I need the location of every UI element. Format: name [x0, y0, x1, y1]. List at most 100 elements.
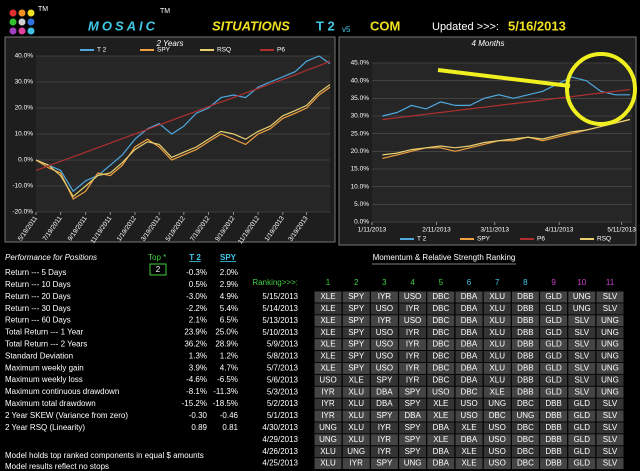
perf-label: Return --- 60 Days — [5, 316, 71, 325]
perf-value: 23.9% — [184, 328, 207, 337]
ticker: USO — [376, 340, 393, 349]
ticker: GLD — [574, 435, 591, 444]
ticker: DBC — [517, 459, 534, 468]
ticker: UNG — [601, 375, 619, 384]
ticker: GLD — [545, 340, 562, 349]
ticker: SLV — [603, 304, 618, 313]
series-line — [382, 76, 630, 117]
perf-label: Maximum weekly loss — [5, 375, 83, 384]
annotation — [437, 52, 637, 126]
ticker: XLE — [433, 399, 448, 408]
rank-number: 8 — [523, 278, 528, 287]
ticker-cell — [314, 386, 342, 398]
ticker: XLU — [320, 459, 336, 468]
ticker-cell — [596, 398, 624, 410]
ticker-cell — [511, 315, 539, 327]
ticker: SPY — [348, 304, 365, 313]
ticker-cell — [370, 386, 398, 398]
annotation-circle — [565, 52, 637, 126]
ticker-cell — [596, 315, 624, 327]
ticker-cell — [511, 458, 539, 470]
ticker-cell — [511, 351, 539, 362]
ticker: XLU — [348, 411, 364, 420]
perf-label: Return --- 10 Days — [5, 280, 71, 289]
ticker-cell — [511, 291, 539, 303]
ticker: SPY — [348, 352, 365, 361]
ticker: IYR — [321, 399, 335, 408]
ticker: SLV — [575, 387, 590, 396]
rank-number: 3 — [382, 278, 387, 287]
ticker: XLU — [489, 304, 505, 313]
ticker: UNG — [601, 387, 619, 396]
ticker-cell — [540, 291, 568, 303]
ticker: UNG — [404, 459, 422, 468]
ticker: XLU — [489, 375, 505, 384]
ticker-cell — [342, 386, 370, 398]
ticker: XLU — [348, 435, 364, 444]
perf-label: Standard Deviation — [5, 351, 73, 360]
ticker: XLU — [348, 387, 364, 396]
ticker: SPY — [348, 316, 365, 325]
ticker: IYR — [378, 316, 392, 325]
ranking-date: 5/3/2013 — [267, 387, 299, 396]
legend-label: RSQ — [217, 47, 231, 54]
ticker: DBA — [461, 304, 478, 313]
ticker: GLD — [545, 328, 562, 337]
ticker: DBB — [517, 292, 533, 301]
ticker-cell — [342, 339, 370, 351]
ticker-cell — [427, 291, 455, 303]
ticker-cell — [314, 374, 342, 386]
ticker-cell — [399, 291, 427, 303]
ticker-cell — [342, 458, 370, 470]
ticker-cell — [540, 351, 568, 362]
ticker-cell — [511, 327, 539, 339]
ticker: DBC — [432, 375, 449, 384]
ticker: DBC — [432, 340, 449, 349]
ticker: DBA — [376, 399, 393, 408]
ticker: UNG — [601, 316, 619, 325]
ticker-cell — [399, 351, 427, 362]
ticker-cell — [540, 458, 568, 470]
ticker: UNG — [573, 292, 591, 301]
ticker-cell — [370, 351, 398, 362]
ticker-cell — [455, 291, 483, 303]
ticker-cell — [399, 422, 427, 434]
column-header: T 2 — [189, 253, 201, 262]
ticker-cell — [596, 446, 624, 458]
logo — [9, 9, 35, 35]
ticker-cell — [540, 422, 568, 434]
rank-number: 6 — [467, 278, 472, 287]
ticker: DBA — [433, 459, 450, 468]
ticker: DBA — [433, 423, 450, 432]
ticker: GLD — [574, 399, 591, 408]
perf-value: 28.9% — [215, 340, 238, 349]
ticker: DBC — [432, 316, 449, 325]
rank-number: 11 — [606, 278, 615, 287]
ticker: USO — [404, 292, 421, 301]
updated-label: Updated >>>: — [432, 21, 499, 33]
ticker: SPY — [376, 411, 393, 420]
ticker-cell — [427, 351, 455, 362]
rank-number: 10 — [577, 278, 586, 287]
ticker-cell — [483, 398, 511, 410]
perf-value: 25.0% — [215, 328, 238, 337]
ticker: USO — [376, 352, 393, 361]
ticker-cell — [314, 434, 342, 446]
ticker-cell — [427, 315, 455, 327]
ticker-cell — [483, 291, 511, 303]
ranking-date: 5/10/2013 — [262, 328, 298, 337]
perf-label: Return --- 20 Days — [5, 292, 71, 301]
ticker: XLE — [320, 340, 335, 349]
ticker: DBB — [517, 340, 533, 349]
y-tick-label: 25.0% — [351, 130, 370, 137]
ticker-cell — [540, 374, 568, 386]
ticker-cell — [483, 386, 511, 398]
top-box — [149, 263, 167, 276]
ticker: DBC — [517, 447, 534, 456]
ticker-cell — [342, 410, 370, 422]
ticker-cell — [596, 386, 624, 398]
ticker-cell — [568, 362, 596, 374]
ticker-cell — [399, 374, 427, 386]
y-tick-label: 0.0% — [354, 219, 369, 226]
ticker-cell — [568, 291, 596, 303]
